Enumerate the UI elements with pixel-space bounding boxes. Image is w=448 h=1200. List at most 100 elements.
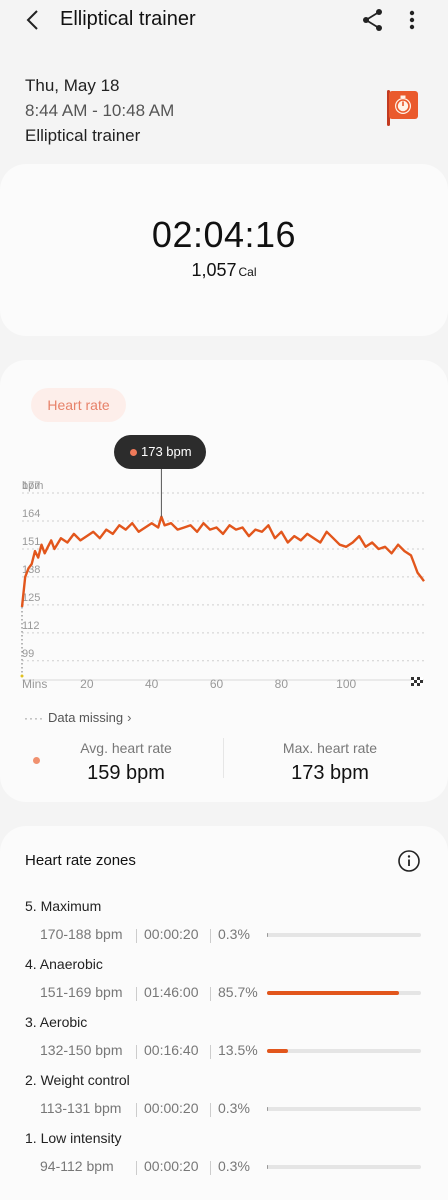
zone-name: 5. Maximum <box>25 898 102 914</box>
y-tick-label: 125 <box>22 592 40 604</box>
separator <box>210 1161 211 1175</box>
app-bar: Elliptical trainer <box>0 0 448 42</box>
share-icon[interactable] <box>360 7 386 33</box>
zone-percent: 0.3% <box>218 926 250 942</box>
y-tick-label: 99 <box>22 648 34 660</box>
zone-row: 2. Weight control 113-131 bpm 00:00:20 0.3% <box>0 1072 448 1130</box>
zone-row: 1. Low intensity 94-112 bpm 00:00:20 0.3% <box>0 1130 448 1188</box>
duration-value: 02:04:16 <box>151 214 297 255</box>
max-heart-rate-label: Max. heart rate <box>282 740 378 756</box>
zone-range: 94-112 bpm <box>40 1158 114 1174</box>
calories-value: 1,057 <box>191 260 237 280</box>
more-options-icon[interactable] <box>400 7 424 33</box>
finish-flag-cell <box>414 680 417 683</box>
heart-rate-card: Heart rate bpm 177 164 151 138 125 112 99 Mins 20… <box>0 360 448 802</box>
calories-row: 1,057 Cal <box>0 260 448 281</box>
separator <box>210 929 211 943</box>
max-heart-rate: Max. heart rate 173 bpm <box>270 740 390 785</box>
separator <box>136 987 137 1001</box>
zone-time: 00:16:40 <box>144 1042 199 1058</box>
separator <box>210 1103 211 1117</box>
zone-progress-fill <box>267 1165 268 1169</box>
heart-rate-zones-card: Heart rate zones 5. Maximum 170-188 bpm 00… <box>0 826 448 1200</box>
zone-time: 00:00:20 <box>144 1158 199 1174</box>
dotted-line-icon: ···· <box>24 710 44 725</box>
heart-rate-line <box>20 515 425 608</box>
separator <box>136 1045 137 1059</box>
session-date: Thu, May 18 <box>25 76 120 95</box>
y-tick-label: 151 <box>22 536 40 548</box>
tooltip-dot <box>130 449 137 456</box>
x-tick-label: 100 <box>336 677 356 691</box>
zone-percent: 0.3% <box>218 1158 250 1174</box>
y-axis-unit-label: bpm <box>22 480 43 492</box>
zone-progress-fill <box>267 1049 288 1053</box>
y-tick-label: 112 <box>22 620 40 632</box>
zone-progress-track <box>267 1107 421 1111</box>
finish-flag-cell <box>417 680 420 683</box>
separator <box>136 929 137 943</box>
x-axis-label: Mins <box>22 677 47 691</box>
back-arrow-icon[interactable] <box>20 6 48 34</box>
zone-range: 113-131 bpm <box>40 1100 122 1116</box>
separator <box>136 1103 137 1117</box>
finish-flag-cell <box>414 677 417 680</box>
tooltip-text: 173 bpm <box>141 444 192 459</box>
zone-name: 1. Low intensity <box>25 1130 122 1146</box>
finish-flag-cell <box>417 677 420 680</box>
info-icon[interactable] <box>397 849 421 873</box>
stopwatch-flag-icon <box>387 90 418 126</box>
finish-flag-cell <box>411 677 414 680</box>
finish-flag-cell <box>420 677 423 680</box>
session-header: Thu, May 18 8:44 AM - 10:48 AM Elliptica… <box>25 75 174 147</box>
avg-heart-rate-label: Avg. heart rate <box>80 740 172 756</box>
zone-progress-track <box>267 991 421 995</box>
max-heart-rate-value: 173 bpm <box>291 762 369 784</box>
session-time-range: 8:44 AM - 10:48 AM <box>25 101 175 120</box>
zone-progress-fill <box>267 933 268 937</box>
zone-range: 151-169 bpm <box>40 984 123 1000</box>
avg-heart-rate: Avg. heart rate 159 bpm <box>66 740 186 785</box>
x-tick-label: 20 <box>80 677 94 691</box>
max-bpm-tooltip: 173 bpm <box>114 435 206 469</box>
avg-heart-rate-value: 159 bpm <box>87 762 165 784</box>
chevron-right-icon: › <box>127 710 132 725</box>
workout-type: Elliptical trainer <box>25 126 141 145</box>
zone-time: 00:00:20 <box>144 926 199 942</box>
y-tick-label: 177 <box>22 480 40 492</box>
zone-percent: 85.7% <box>218 984 258 1000</box>
zone-percent: 0.3% <box>218 1100 250 1116</box>
zone-progress-fill <box>267 1107 268 1111</box>
legend-dot <box>33 757 40 764</box>
zone-progress-track <box>267 933 421 937</box>
separator <box>210 987 211 1001</box>
data-missing-link[interactable]: ···· Data missing › <box>24 710 131 725</box>
finish-flag-cell <box>420 683 423 686</box>
zone-name: 2. Weight control <box>25 1072 130 1088</box>
x-tick-label: 60 <box>210 677 224 691</box>
page-title: Elliptical trainer <box>60 8 196 30</box>
separator <box>136 1161 137 1175</box>
finish-flag-cell <box>411 680 414 683</box>
stat-divider <box>223 738 224 778</box>
start-point <box>20 674 24 678</box>
zone-time: 01:46:00 <box>144 984 199 1000</box>
zone-time: 00:00:20 <box>144 1100 199 1116</box>
zone-range: 170-188 bpm <box>40 926 123 942</box>
x-tick-label: 80 <box>275 677 289 691</box>
zone-progress-track <box>267 1165 421 1169</box>
zone-progress-fill <box>267 991 399 995</box>
duration-card: 02:04:16 1,057 Cal <box>0 164 448 336</box>
calories-unit: Cal <box>238 265 257 279</box>
zone-row: 5. Maximum 170-188 bpm 00:00:20 0.3% <box>0 898 448 956</box>
zone-name: 4. Anaerobic <box>25 956 103 972</box>
finish-flag-cell <box>411 683 414 686</box>
zone-row: 4. Anaerobic 151-169 bpm 01:46:00 85.7% <box>0 956 448 1014</box>
data-missing-label: Data missing <box>47 710 124 725</box>
heart-rate-tab[interactable]: Heart rate <box>31 388 126 422</box>
y-tick-label: 164 <box>22 508 40 520</box>
zone-percent: 13.5% <box>218 1042 258 1058</box>
separator <box>210 1045 211 1059</box>
zones-title: Heart rate zones <box>25 852 136 869</box>
